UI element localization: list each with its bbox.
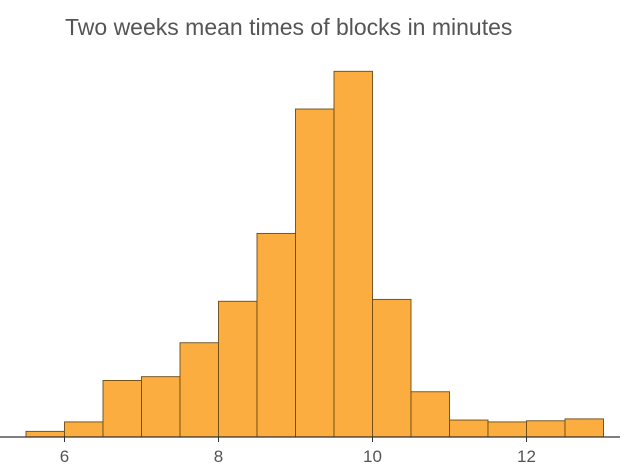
x-tick-label-12: 12	[517, 447, 536, 466]
histogram-bar-12	[449, 419, 489, 438]
histogram-bar-4	[141, 376, 181, 438]
histogram-bar-3	[102, 380, 142, 438]
histogram-bar-13	[487, 421, 527, 438]
histogram-bar-1	[25, 430, 65, 438]
bars-group	[25, 70, 604, 438]
histogram-bar-14	[526, 420, 566, 438]
histogram-bar-5	[179, 342, 219, 438]
histogram-bar-7	[256, 232, 296, 438]
histogram-bar-10	[372, 298, 412, 438]
histogram-bar-8	[295, 108, 335, 438]
histogram-bar-9	[333, 70, 373, 438]
x-tick-label-10: 10	[363, 447, 382, 466]
histogram-bar-15	[564, 418, 604, 438]
histogram-bar-11	[410, 391, 450, 438]
x-tick-label-8: 8	[214, 447, 223, 466]
x-ticks-group: 6 8 10 12	[60, 437, 536, 466]
chart-title: Two weeks mean times of blocks in minute…	[65, 14, 512, 40]
histogram-bar-2	[64, 421, 104, 438]
x-tick-label-6: 6	[60, 447, 69, 466]
histogram-bar-6	[218, 300, 258, 438]
